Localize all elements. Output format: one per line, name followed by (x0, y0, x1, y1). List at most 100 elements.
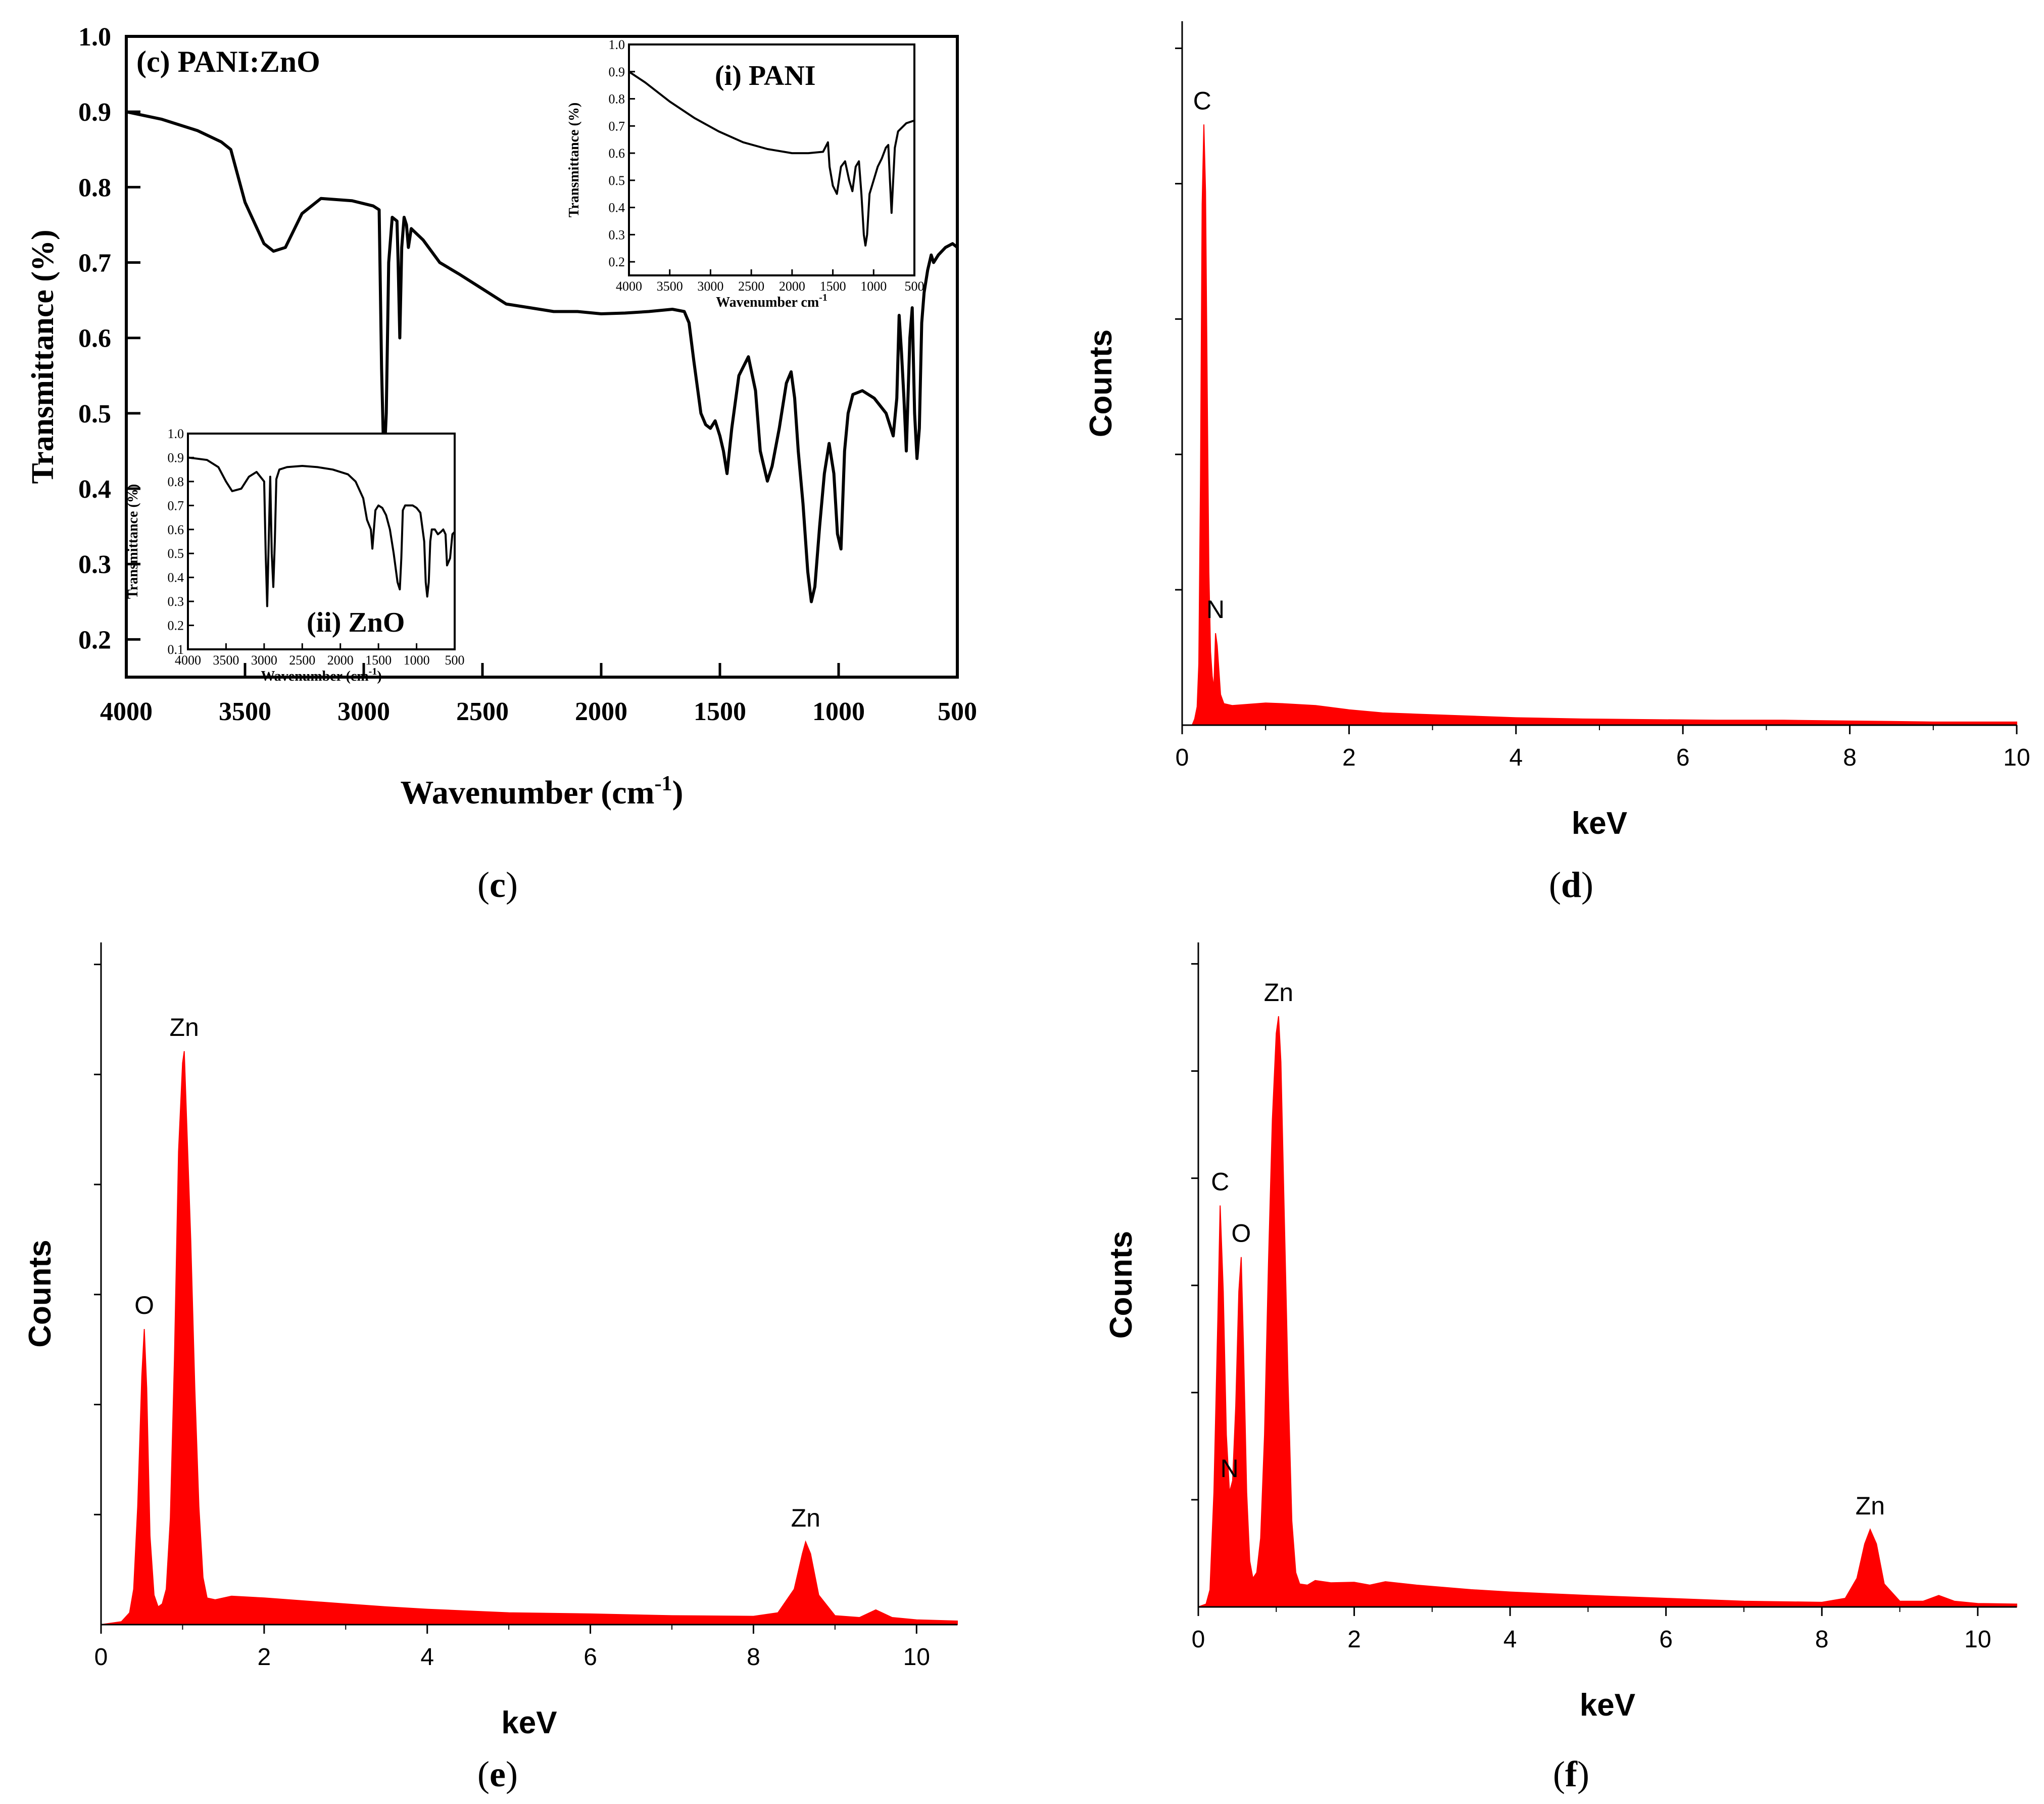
ftir-y-tick-label: 0.9 (78, 98, 111, 127)
edx-x-tick-label: 10 (2003, 744, 2030, 771)
ftir-y-tick-label: 0.7 (78, 249, 111, 278)
inset-y-tick-label: 0.1 (168, 642, 184, 657)
ftir-y-tick-label: 0.8 (78, 173, 111, 202)
ftir-x-tick-label: 1500 (694, 697, 746, 726)
inset-y-tick-label: 0.8 (609, 92, 625, 107)
inset-ii: 0.1 0.2 0.3 0.4 0.5 0.6 0.7 0.8 0.9 1.0 4000 3500 30… (125, 426, 465, 684)
ftir-series-line (126, 110, 958, 603)
edx-peak-label: C (1193, 86, 1211, 115)
panel-c: 4000 3500 3000 2500 2000 1500 1000 500 0.2 0.3 0.4… (26, 23, 977, 811)
ftir-y-tick-label: 0.3 (78, 550, 111, 579)
edx-x-tick-label: 6 (1676, 744, 1690, 771)
edx-x-tick-label: 6 (583, 1644, 597, 1671)
ftir-y-tick-label: 0.5 (78, 400, 111, 429)
inset-x-tick-label: 4000 (175, 653, 201, 668)
inset-x-tick-label: 3500 (657, 279, 683, 294)
inset-x-tick-label: 3000 (251, 653, 277, 668)
edx-peak-label: Zn (169, 1013, 199, 1041)
edx-x-axis-label: keV (1580, 1688, 1635, 1723)
inset-x-tick-label: 500 (445, 653, 465, 668)
inset-x-tick-label: 4000 (616, 279, 642, 294)
inset-y-tick-label: 0.5 (609, 173, 625, 188)
edx-x-tick-label: 2 (258, 1644, 271, 1671)
edx-peak-label: N (1206, 595, 1225, 624)
ftir-y-tick-label: 0.2 (78, 626, 111, 654)
edx-x-axis-label: keV (501, 1705, 557, 1740)
edx-x-tick-label: 4 (1503, 1626, 1517, 1653)
inset-y-tick-label: 0.9 (168, 450, 184, 465)
ftir-x-axis-label: Wavenumber (cm-1) (401, 772, 684, 811)
edx-x-tick-label: 0 (1176, 744, 1189, 771)
inset-x-tick-label: 2500 (289, 653, 315, 668)
edx-peak-label: Zn (1856, 1492, 1885, 1520)
edx-x-tick-label: 6 (1659, 1626, 1673, 1653)
inset-y-tick-label: 0.7 (609, 119, 625, 133)
edx-peak-label: C (1211, 1168, 1229, 1196)
edx-x-tick-label: 8 (747, 1644, 760, 1671)
inset-x-axis-label: Wavenumber (cm-1) (261, 666, 381, 684)
inset-y-tick-label: 0.3 (609, 227, 625, 242)
inset-series-line (187, 456, 456, 607)
ftir-y-axis-label: Transmittance (%) (26, 229, 60, 484)
inset-x-tick-label: 1500 (365, 653, 392, 668)
edx-x-tick-label: 4 (420, 1644, 434, 1671)
inset-x-tick-label: 3000 (697, 279, 723, 294)
inset-y-tick-label: 0.6 (168, 523, 184, 537)
inset-i: 0.2 0.3 0.4 0.5 0.6 0.7 0.8 0.9 1.0 4000 3500 3000 2… (566, 37, 924, 310)
ftir-x-tick-label: 4000 (100, 697, 153, 726)
inset-y-tick-label: 0.2 (168, 619, 184, 633)
edx-peak-label: N (1221, 1454, 1239, 1483)
ftir-x-tick-label: 500 (938, 697, 977, 726)
panel-f: 0 2 4 6 8 10 C N O Zn Zn keV Counts (1104, 942, 2017, 1723)
inset-y-tick-label: 0.5 (168, 546, 184, 561)
edx-x-tick-label: 2 (1347, 1626, 1361, 1653)
edx-x-tick-label: 10 (903, 1644, 930, 1671)
inset-y-tick-label: 0.4 (609, 201, 625, 215)
inset-title: (i) PANI (715, 60, 816, 91)
inset-x-tick-label: 500 (905, 279, 924, 294)
edx-peak-label: O (134, 1291, 154, 1319)
caption-c: (c) (477, 865, 518, 905)
ftir-x-tick-label: 2500 (456, 697, 509, 726)
edx-x-tick-label: 0 (1192, 1626, 1205, 1653)
edx-x-tick-label: 8 (1815, 1626, 1829, 1653)
edx-spectrum-area (1198, 1016, 2017, 1607)
edx-spectrum-area (1182, 124, 2017, 726)
edx-x-tick-label: 4 (1509, 744, 1523, 771)
edx-peak-label: O (1231, 1219, 1251, 1248)
inset-y-tick-label: 0.4 (168, 571, 184, 585)
ftir-frame (125, 35, 959, 679)
inset-y-tick-label: 0.8 (168, 474, 184, 489)
inset-x-tick-label: 2000 (779, 279, 805, 294)
inset-x-axis-label: Wavenumber cm-1 (716, 292, 828, 310)
caption-d: (d) (1549, 865, 1593, 905)
inset-title: (ii) ZnO (307, 607, 405, 638)
inset-y-axis-label: Transmittance (%) (125, 484, 141, 599)
inset-x-tick-label: 2000 (327, 653, 354, 668)
inset-x-tick-label: 3500 (213, 653, 239, 668)
ftir-x-tick-label: 2000 (575, 697, 627, 726)
ftir-y-tick-label: 0.6 (78, 324, 111, 353)
inset-y-tick-label: 0.9 (609, 65, 625, 79)
inset-y-tick-label: 0.6 (609, 146, 625, 161)
edx-x-tick-label: 10 (1964, 1626, 1991, 1653)
inset-y-tick-label: 0.2 (609, 255, 625, 269)
edx-peak-label: Zn (791, 1504, 820, 1532)
inset-x-tick-label: 1500 (820, 279, 846, 294)
inset-y-tick-label: 1.0 (168, 426, 184, 441)
caption-f: (f) (1553, 1754, 1589, 1794)
caption-e: (e) (477, 1754, 518, 1794)
edx-peak-label: Zn (1264, 978, 1293, 1007)
inset-frame (187, 433, 456, 650)
ftir-y-tick-label: 1.0 (78, 23, 111, 52)
edx-x-tick-label: 0 (94, 1644, 108, 1671)
ftir-title: (c) PANI:ZnO (136, 45, 320, 78)
panel-e: 0 2 4 6 8 10 O Zn Zn keV Counts (23, 942, 958, 1740)
inset-x-tick-label: 1000 (860, 279, 887, 294)
ftir-x-tick-label: 3500 (219, 697, 271, 726)
edx-x-tick-label: 2 (1342, 744, 1356, 771)
ftir-x-tick-label: 3000 (337, 697, 390, 726)
inset-frame (628, 43, 915, 276)
